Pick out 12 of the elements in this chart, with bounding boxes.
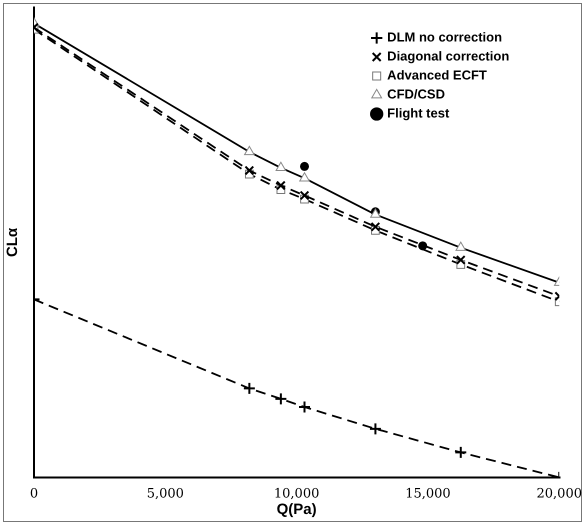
x-axis-title: Q(Pa) xyxy=(276,501,317,518)
legend-label: Advanced ECFT xyxy=(387,68,487,83)
x-tick-label: 10,000 xyxy=(274,486,320,502)
legend-label: DLM no correction xyxy=(387,30,502,45)
x-tick-label: 20,000 xyxy=(536,486,582,502)
legend-label: Flight test xyxy=(387,106,450,121)
x-tick-label: 0 xyxy=(30,486,38,502)
y-axis-title: CLα xyxy=(4,227,22,258)
x-tick-label: 15,000 xyxy=(405,486,451,502)
legend-label: Diagonal correction xyxy=(387,48,510,64)
legend-label: CFD/CSD xyxy=(387,86,445,102)
x-tick-label: 5,000 xyxy=(146,486,184,502)
